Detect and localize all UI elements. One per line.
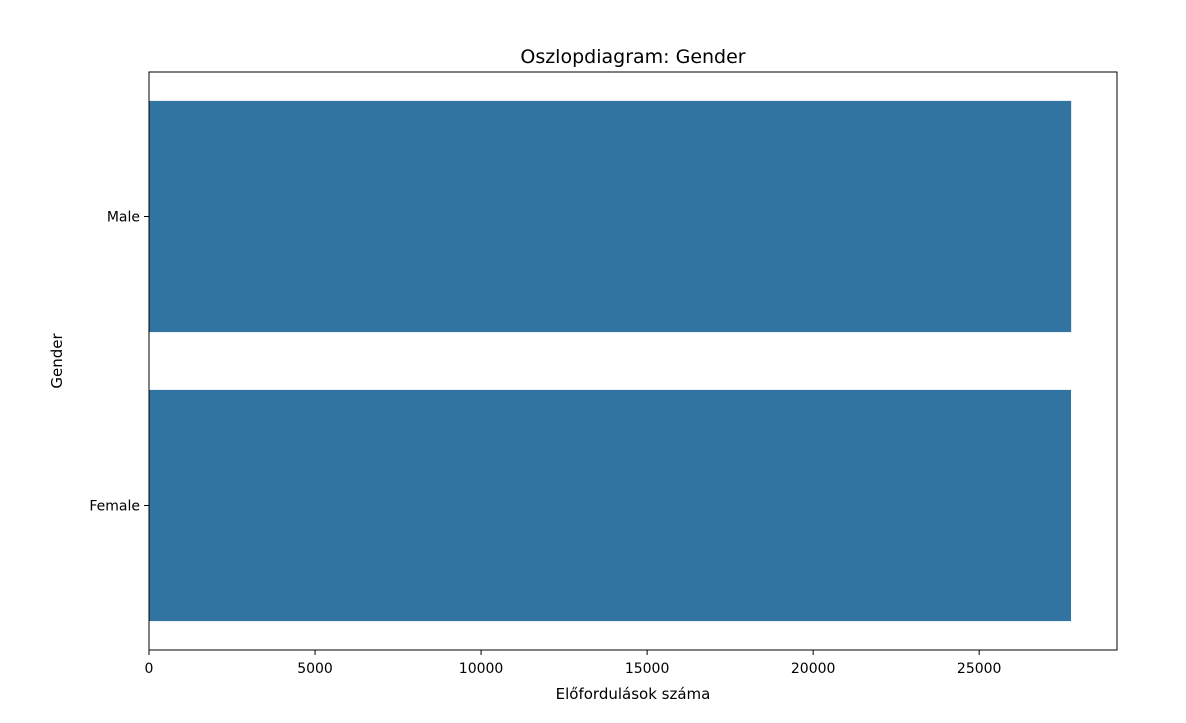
x-axis-label: Előfordulások száma: [556, 685, 711, 703]
y-axis-ticks: Male Female: [89, 210, 149, 515]
y-tick-label: Female: [89, 499, 140, 515]
bar-female: [149, 389, 1072, 622]
bars-group: [149, 100, 1072, 622]
x-tick-label: 10000: [459, 661, 504, 677]
y-tick-label: Male: [107, 210, 140, 226]
x-axis-ticks: 0 5000 10000 15000 20000 25000: [145, 650, 1002, 677]
chart-title: Oszlopdiagram: Gender: [520, 46, 745, 68]
bar-male: [149, 100, 1072, 333]
x-tick-label: 0: [145, 661, 154, 677]
y-axis-label: Gender: [48, 333, 66, 389]
x-tick-label: 15000: [625, 661, 670, 677]
x-tick-label: 5000: [297, 661, 333, 677]
plot-frame: [148, 71, 1118, 651]
x-tick-label: 20000: [791, 661, 836, 677]
x-tick-label: 25000: [957, 661, 1002, 677]
